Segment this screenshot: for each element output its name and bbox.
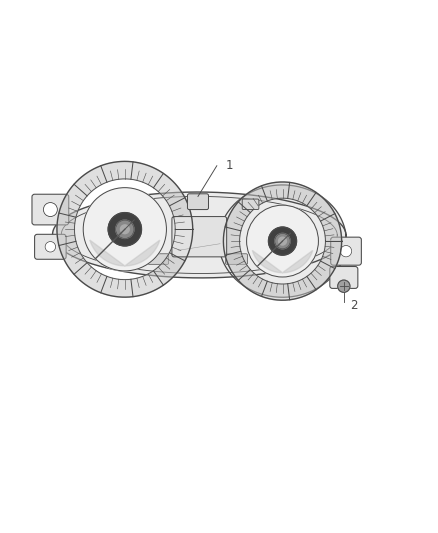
Circle shape (275, 233, 290, 249)
Polygon shape (219, 185, 346, 297)
FancyBboxPatch shape (242, 199, 259, 209)
FancyBboxPatch shape (187, 194, 208, 209)
FancyBboxPatch shape (172, 216, 227, 257)
Polygon shape (252, 251, 313, 273)
Text: 1: 1 (226, 159, 233, 172)
FancyBboxPatch shape (124, 196, 141, 206)
Polygon shape (53, 192, 346, 278)
Circle shape (116, 220, 134, 238)
Circle shape (338, 280, 350, 292)
Circle shape (120, 225, 129, 233)
Circle shape (83, 188, 166, 271)
FancyBboxPatch shape (147, 254, 169, 264)
Circle shape (279, 237, 286, 245)
Polygon shape (57, 161, 193, 297)
FancyBboxPatch shape (32, 194, 69, 225)
Circle shape (247, 205, 318, 277)
Polygon shape (223, 182, 342, 300)
Circle shape (268, 227, 297, 255)
FancyBboxPatch shape (35, 235, 66, 259)
FancyBboxPatch shape (101, 254, 123, 264)
Text: 2: 2 (350, 300, 358, 312)
Circle shape (45, 241, 56, 252)
Circle shape (43, 203, 57, 216)
FancyBboxPatch shape (226, 254, 247, 264)
Polygon shape (90, 240, 160, 266)
Circle shape (108, 213, 141, 246)
FancyBboxPatch shape (331, 237, 361, 265)
Circle shape (340, 246, 352, 257)
FancyBboxPatch shape (330, 266, 358, 288)
